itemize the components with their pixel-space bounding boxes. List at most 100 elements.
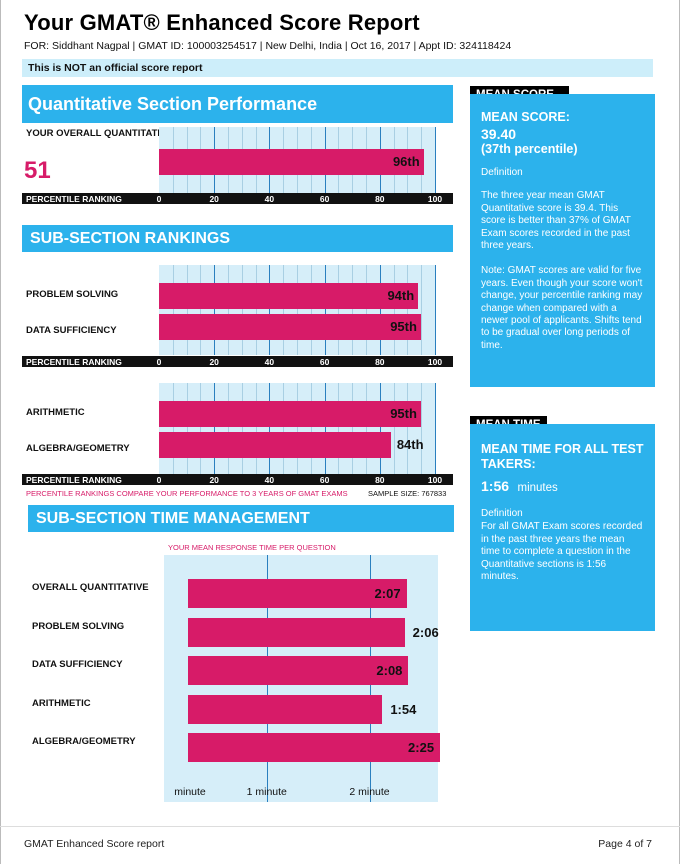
axis-tick-label: 0 [156,475,162,485]
footer-title: GMAT Enhanced Score report [24,838,165,850]
report-title: Your GMAT® Enhanced Score Report [24,10,420,35]
gridline [407,383,409,474]
axis-tick-label: 100 [427,194,443,204]
mean-score-definition-title: Definition [481,167,523,178]
axis-tick-label: 20 [209,357,219,367]
gridline [310,265,312,355]
axis-tick-label: 20 [209,475,219,485]
time-heading: SUB-SECTION TIME MANAGEMENT [28,505,454,532]
percentile-bar [159,314,422,340]
axis-tick-label: 100 [427,357,443,367]
gridline [435,265,436,355]
axis-tick-label: 80 [375,357,385,367]
gridline [421,383,423,474]
quant-section-heading: Quantitative Section Performance [22,85,453,123]
subsection-heading: SUB-SECTION RANKINGS [22,225,453,252]
axis-tick-label: 100 [427,475,443,485]
gridline [269,383,271,474]
time-value-label: 2:08 [376,663,403,678]
bar-value-label: 94th [387,288,415,303]
mean-time-value: 1:56 [481,478,510,494]
gridline [283,265,285,355]
axis-tick-label: 20 [209,194,219,204]
gridline [172,383,174,474]
gridline [214,265,216,355]
bar-value-label: 96th [392,154,420,169]
mean-score-note: Note: GMAT scores are valid for five yea… [481,265,643,351]
footer-divider [0,826,680,827]
time-value-label: 2:25 [408,740,435,755]
time-row-label: ARITHMETIC [32,697,91,709]
bar-value-label: 84th [396,437,424,452]
percentile-bar [159,283,419,309]
time-bar [188,733,441,762]
time-value-label: 1:54 [390,701,417,717]
mean-time-definition: For all GMAT Exam scores recorded in the… [481,521,643,583]
gridline [393,265,395,355]
gridline [200,383,202,474]
gridline [366,383,367,474]
axis-tick-label: 40 [264,357,275,367]
time-bar [188,579,407,608]
gridline [214,383,216,474]
mean-score-percentile: (37th percentile) [481,142,578,156]
bar-value-label: 95th [390,319,417,334]
subsection-chart-2: 95th 84th [159,383,436,474]
time-row-label: OVERALL QUANTITATIVE [32,582,149,593]
time-row-label: PROBLEM SOLVING [32,620,125,632]
gridline [324,265,326,355]
time-caption: YOUR MEAN RESPONSE TIME PER QUESTION [168,543,336,552]
gridline [283,383,285,474]
gridline [186,265,188,355]
gridline [338,383,340,474]
gridline [338,265,340,355]
axis-tick-label: 0 [156,194,162,204]
axis-caption: PERCENTILE RANKING [26,475,122,485]
bar-value-label: 95th [390,406,417,421]
row-label-problem-solving: PROBLEM SOLVING [26,289,119,300]
overall-score-value: 51 [24,157,51,184]
row-label-algebra-geometry: ALGEBRA/GEOMETRY [26,443,130,454]
time-row-label: ALGEBRA/GEOMETRY [32,736,136,747]
gridline [379,383,381,474]
percentile-bar [159,149,424,175]
time-value-label: 2:07 [374,586,401,601]
axis-tick-label: 40 [264,475,275,485]
time-bar [188,694,383,724]
time-row-label: DATA SUFFICIENCY [32,659,123,670]
gridline [200,265,202,355]
axis-tick-label: 60 [319,357,330,367]
page-number: Page 4 of 7 [598,838,652,850]
time-axis-label: 1 minute [246,786,287,798]
unofficial-notice: This is NOT an official score report [22,59,653,77]
gridline [255,265,257,355]
mean-time-panel: MEAN TIME FOR ALL TEST TAKERS: 1:56 minu… [470,424,655,631]
mean-score-panel: MEAN SCORE: 39.40 (37th percentile) Defi… [470,94,655,387]
mean-score-label: MEAN SCORE: [481,110,570,124]
gridline [255,383,257,474]
mean-score-definition: The three year mean GMAT Quantitative sc… [481,190,631,252]
mean-time-unit: minutes [517,482,558,494]
mean-time-label: MEAN TIME FOR ALL TEST TAKERS: [481,442,644,471]
gridline [172,265,174,355]
row-label-data-sufficiency: DATA SUFFICIENCY [26,325,117,336]
subsection-chart-1: 94th 95th [159,265,436,355]
gridline [393,383,395,474]
subsection-axis-1: PERCENTILE RANKING 0 20 40 60 80 100 [22,356,453,367]
gridline [421,265,423,355]
axis-tick-label: 60 [319,194,330,204]
axis-tick-label: 80 [375,475,385,485]
gridline [297,265,298,355]
gridline [241,265,243,355]
mean-time-definition-title: Definition [481,508,523,519]
quant-axis: PERCENTILE RANKING 0 20 40 60 80 100 [22,193,453,204]
time-axis-label: 2 minute [349,786,390,798]
percentile-bar [159,401,422,427]
gridline [379,265,381,355]
axis-tick-label: 60 [319,475,330,485]
axis-caption: PERCENTILE RANKING [26,194,122,204]
gridline [228,383,229,474]
time-bar [188,656,409,685]
gridline [352,383,354,474]
overall-score-caption: YOUR OVERALL QUANTITATIVE SCORE: [26,128,213,139]
